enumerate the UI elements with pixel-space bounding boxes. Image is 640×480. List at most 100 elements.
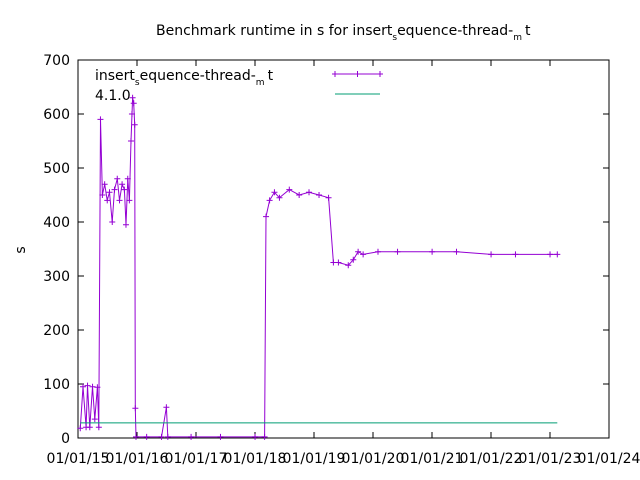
series-1-point [114,175,121,182]
x-axis-ticks: 01/01/1501/01/1601/01/1701/01/1801/01/19… [47,60,640,467]
series-1-point [286,186,293,193]
y-tick-label: 500 [43,161,70,177]
series-1-point [104,197,111,204]
series-1-point [127,138,134,144]
legend-entry-series-1: insertsequence-thread-m t [95,68,274,88]
legend-sub1: s [135,78,140,88]
y-tick-label: 700 [43,53,70,69]
y-axis-label: s [13,246,29,253]
y-tick-label: 100 [43,377,70,393]
series-1-point [143,433,150,440]
series-1-point [119,181,126,188]
series-1-point [263,213,270,220]
series-1-point [130,100,137,107]
series-1-point [360,251,367,258]
title-sub1: s [392,33,397,43]
x-tick-label: 01/01/24 [578,451,640,467]
title-mid: equence-thread- [397,23,513,39]
y-tick-label: 300 [43,269,70,285]
chart-title: Benchmark runtime in s for insertsequenc… [156,23,531,43]
series-1-point [252,433,259,440]
series-1-point [271,189,278,196]
legend: insertsequence-thread-m t 4.1.0 [95,68,383,104]
series-1-point [106,189,113,196]
legend-sub2: m [256,78,265,88]
series-1-point [547,251,554,258]
series-1-point [95,424,102,431]
chart-title-text: Benchmark runtime in s for insertsequenc… [156,23,531,43]
title-suffix: t [525,23,531,39]
series-1-point [276,194,283,201]
series-1-point [158,433,165,440]
series-1-point [163,404,170,411]
legend-marker [377,71,383,77]
series-1-point [554,251,561,258]
series-1-point [394,248,401,255]
series-1-point [121,186,128,193]
series-1-point [80,383,87,390]
series-1-point [355,248,362,255]
x-tick-label: 01/01/20 [342,451,405,467]
series-1-point [217,433,224,440]
y-tick-label: 0 [61,431,70,447]
series-1-point [132,405,139,412]
y-tick-label: 400 [43,215,70,231]
series-1-point [325,194,332,201]
series-1-point [124,175,131,182]
series-1-point [77,425,84,432]
series-1-point [296,192,303,198]
x-tick-label: 01/01/21 [401,451,464,467]
series-1-point [94,384,101,391]
x-tick-label: 01/01/16 [106,451,169,467]
y-tick-label: 200 [43,323,70,339]
series-1-point [488,251,495,258]
series-1-point [116,197,123,204]
plot-border [77,59,610,439]
series-1-point [131,121,138,128]
x-tick-label: 01/01/17 [165,451,228,467]
series-1-point [350,256,357,263]
series-1-point [316,192,323,198]
series-1-point [91,416,98,423]
series-1-point [128,111,135,117]
series-1-point [261,433,268,440]
series-1-point [89,383,96,390]
series-1-point [330,259,337,266]
x-tick-label: 01/01/19 [283,451,346,467]
plot-area [77,94,561,440]
series-1-point [345,262,352,269]
series-1-point [164,433,171,440]
series-1-point [335,259,342,266]
x-tick-label: 01/01/23 [519,451,582,467]
series-1-point [512,251,519,258]
y-axis-ticks: 0 100 200 300 400 500 600 700 [43,53,609,447]
series-1-point [86,424,93,431]
series-1-point [266,197,273,204]
title-prefix: Benchmark runtime in s for insert [156,23,393,39]
series-1-point [84,382,91,389]
legend-marker [332,71,338,77]
title-sub2: m [513,33,522,43]
series-1-point [129,94,136,101]
series-1-point [109,219,116,225]
series-1-point [126,197,133,204]
legend-marker [354,71,361,77]
series-1-point [374,248,381,255]
y-tick-label: 600 [43,107,70,123]
axes [77,59,610,439]
series-1-point [99,192,106,198]
x-tick-label: 01/01/22 [460,451,523,467]
x-tick-label: 01/01/18 [224,451,287,467]
series-1-point [429,248,436,255]
legend-suffix: t [268,68,274,84]
series-1-point [453,248,460,255]
series-1-point [132,433,139,440]
series-1-line [79,97,558,438]
legend-prefix: insert [95,68,135,84]
x-tick-label: 01/01/15 [47,451,110,467]
series-1-point [122,221,129,228]
legend-mid: equence-thread- [140,68,256,84]
series-1-point [97,116,104,123]
series-1-point [111,186,118,193]
